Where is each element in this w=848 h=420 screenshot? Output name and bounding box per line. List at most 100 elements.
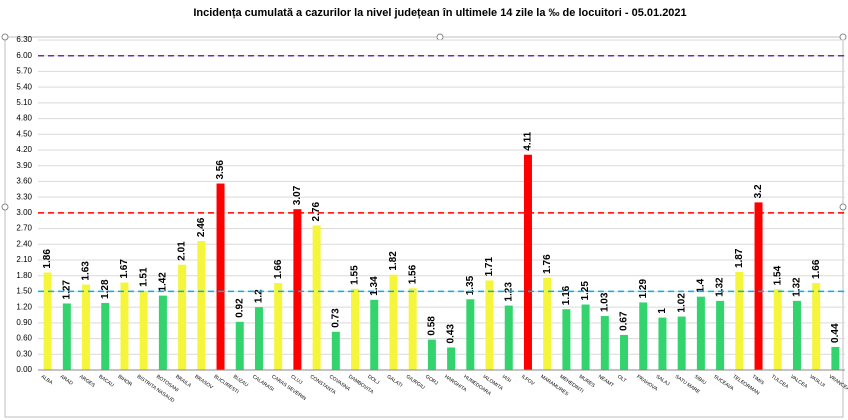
- x-tick-label: NEAMT: [597, 374, 615, 389]
- y-tick-label: 1.20: [16, 302, 32, 311]
- bar: [466, 299, 475, 370]
- bar: [312, 225, 321, 370]
- bar: [370, 299, 379, 370]
- bar: [139, 290, 148, 370]
- x-tick-label: SIBIU: [693, 374, 707, 387]
- value-label: 1.63: [81, 261, 92, 281]
- bar: [600, 316, 609, 370]
- bar: [101, 302, 110, 370]
- bar: [485, 280, 494, 370]
- y-tick-label: 1.80: [16, 271, 32, 280]
- x-tick-label: BIHOR: [117, 374, 134, 388]
- bar: [581, 304, 590, 370]
- bar: [216, 183, 225, 370]
- y-tick-label: 6.00: [16, 51, 32, 60]
- chart-title: Incidența cumulată a cazurilor la nivel …: [193, 7, 686, 19]
- y-tick-label: 6.30: [16, 35, 32, 44]
- value-label: 2.76: [311, 202, 322, 222]
- value-label: 1.76: [542, 254, 553, 274]
- x-tick-label: ALBA: [40, 374, 54, 387]
- value-label: 1.55: [350, 265, 361, 285]
- bar: [178, 264, 187, 370]
- bar: [293, 209, 302, 370]
- bar: [43, 272, 52, 370]
- value-label: 0.58: [427, 316, 438, 336]
- x-tick-label: ILFOV: [520, 374, 536, 388]
- value-label: 1.34: [369, 276, 380, 296]
- value-label: 1.02: [676, 293, 687, 313]
- value-label: 1: [657, 308, 668, 314]
- bar: [620, 334, 629, 370]
- value-label: 1.42: [158, 272, 169, 292]
- y-tick-label: 4.80: [16, 114, 32, 123]
- chart-border: [4, 36, 844, 418]
- value-label: 1.2: [254, 289, 265, 303]
- y-tick-label: 0.90: [16, 318, 32, 327]
- value-label: 1.87: [734, 248, 745, 268]
- value-label: 1.67: [119, 259, 130, 279]
- y-tick-label: 3.90: [16, 161, 32, 170]
- y-tick-label: 4.20: [16, 145, 32, 154]
- y-tick-label: 2.40: [16, 239, 32, 248]
- x-tick-label: BRASOV: [193, 374, 214, 391]
- bar: [773, 289, 782, 370]
- y-tick-label: 3.30: [16, 192, 32, 201]
- bar: [427, 339, 436, 370]
- value-label: 1.35: [465, 275, 476, 295]
- y-tick-label: 0.60: [16, 334, 32, 343]
- x-tick-label: ARAD: [59, 374, 74, 387]
- bar: [523, 154, 532, 370]
- value-label: 3.07: [292, 185, 303, 205]
- selection-handles: [1, 33, 847, 211]
- bar: [235, 321, 244, 370]
- bar: [677, 316, 686, 370]
- y-tick-label: 3.00: [16, 208, 32, 217]
- value-label: 0.92: [234, 298, 245, 318]
- x-tick-label: VALCEA: [789, 374, 809, 390]
- value-label: 4.11: [523, 131, 534, 150]
- value-label: 1.54: [772, 265, 783, 285]
- bar: [82, 284, 91, 370]
- bar: [504, 305, 513, 370]
- value-label: 1.71: [484, 257, 495, 277]
- value-label: 2.46: [196, 217, 207, 237]
- value-label: 1.29: [638, 279, 649, 299]
- x-tick-label: TIMIS: [751, 374, 766, 387]
- y-tick-label: 3.60: [16, 177, 32, 186]
- y-tick-label: 2.10: [16, 255, 32, 264]
- value-label: 0.73: [330, 308, 341, 328]
- x-tick-label: OLT: [616, 374, 627, 384]
- x-tick-label: DOLJ: [366, 374, 380, 387]
- value-label: 1.32: [792, 277, 803, 297]
- y-tick-label: 5.70: [16, 67, 32, 76]
- y-tick-label: 1.50: [16, 287, 32, 296]
- bar: [754, 202, 763, 370]
- bar: [447, 347, 456, 370]
- y-tick-label: 5.10: [16, 98, 32, 107]
- y-tick-label: 0.30: [16, 349, 32, 358]
- value-label: 0.43: [446, 324, 457, 344]
- bar: [408, 288, 417, 370]
- value-label: 1.16: [561, 285, 572, 305]
- bar: [812, 283, 821, 370]
- y-tick-label: 5.40: [16, 82, 32, 91]
- value-label: 1.28: [100, 279, 111, 299]
- x-tick-label: GALATI: [386, 374, 404, 389]
- value-label: 1.56: [407, 264, 418, 284]
- x-tick-label: TULCEA: [770, 374, 790, 391]
- bar: [696, 296, 705, 370]
- bar: [735, 272, 744, 370]
- y-tick-label: 2.70: [16, 224, 32, 233]
- value-label: 1.86: [42, 249, 53, 269]
- bar: [351, 288, 360, 370]
- value-label: 1.66: [811, 259, 822, 279]
- bar: [562, 309, 571, 370]
- x-tick-label: ARGES: [78, 374, 96, 389]
- y-tick-label: 0.00: [16, 365, 32, 374]
- value-label: 3.2: [753, 184, 764, 198]
- x-tick-label: GORJ: [424, 374, 439, 387]
- x-tick-label: VASLUI: [808, 374, 826, 389]
- bar: [274, 283, 283, 370]
- x-tick-label: IASI: [501, 374, 512, 384]
- bar: [120, 282, 129, 370]
